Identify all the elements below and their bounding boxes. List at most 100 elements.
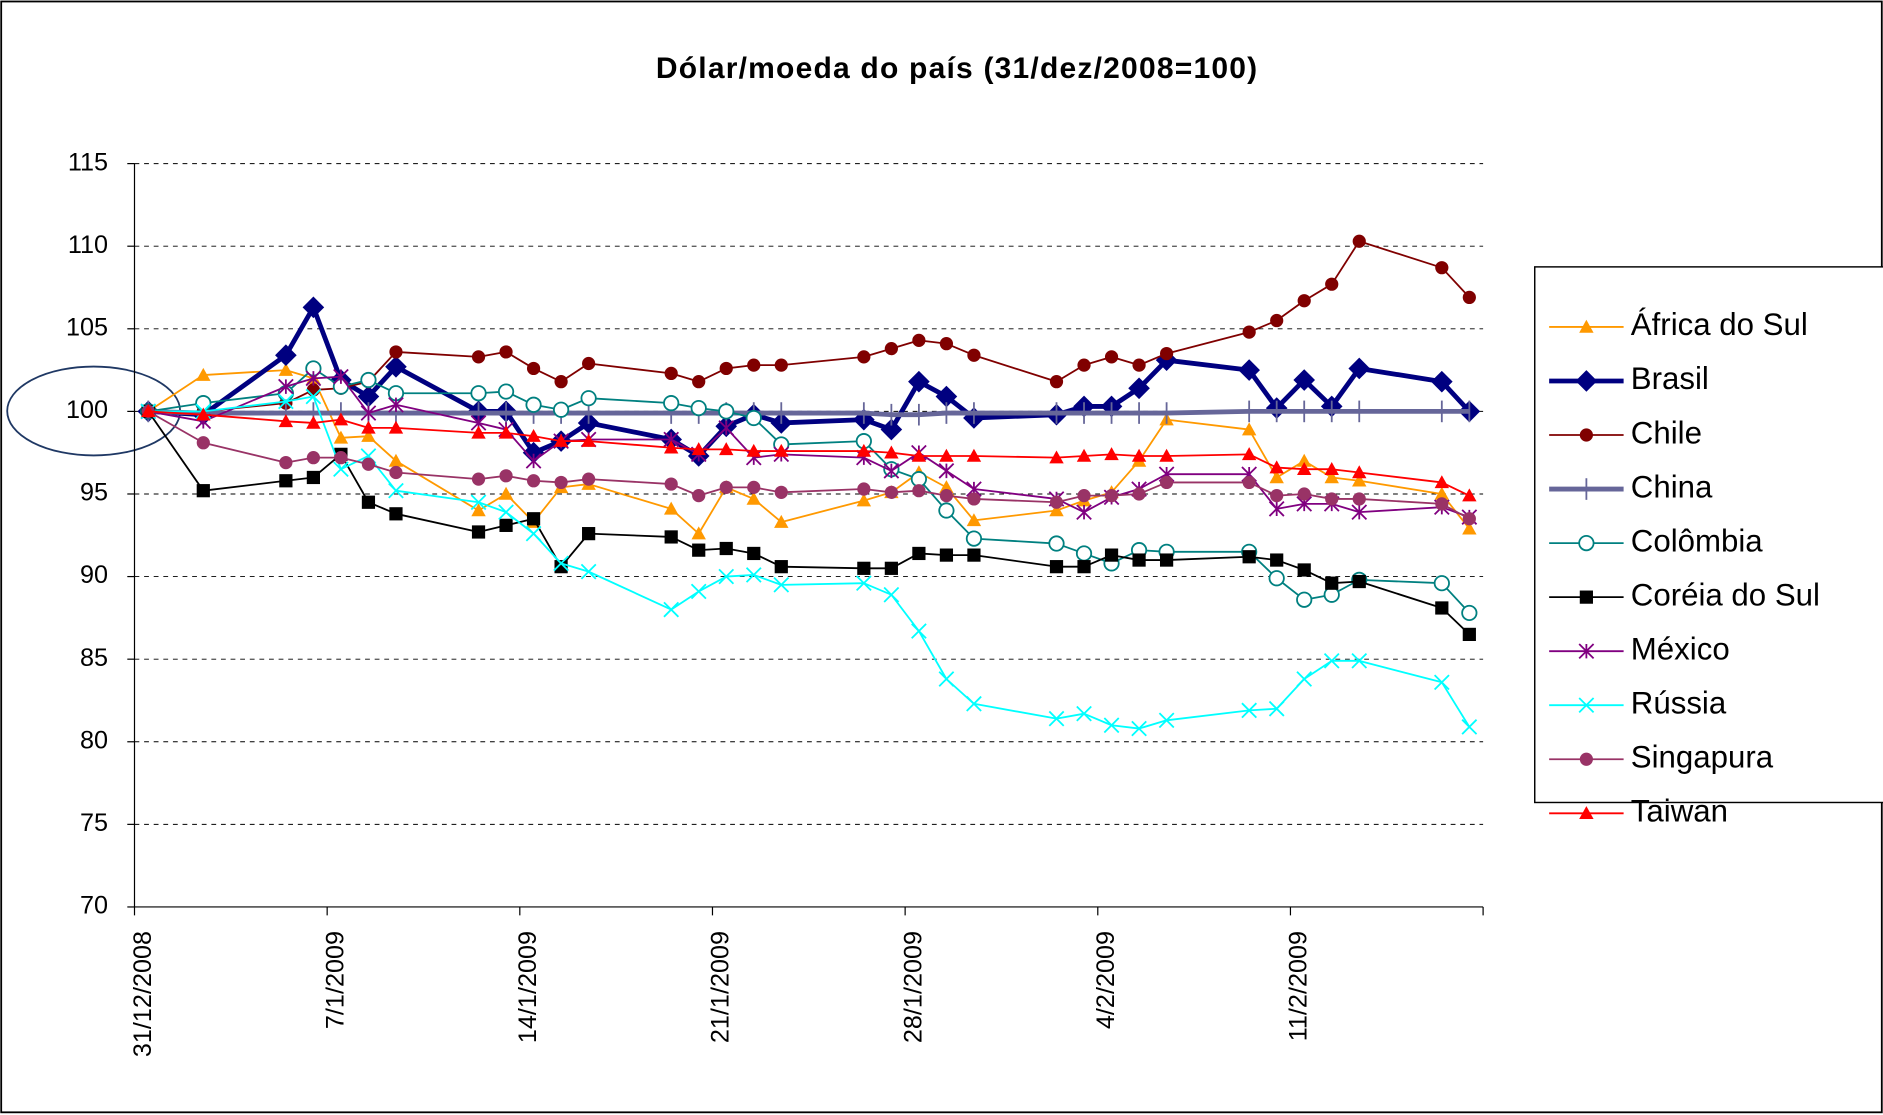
marker <box>664 366 678 381</box>
marker <box>1575 370 1598 392</box>
marker <box>1579 752 1593 766</box>
marker <box>1352 473 1367 487</box>
marker <box>525 525 542 542</box>
marker <box>1433 674 1450 691</box>
legend-label: China <box>1631 469 1713 504</box>
marker <box>718 568 735 585</box>
marker <box>333 368 349 385</box>
marker <box>939 337 954 351</box>
marker <box>663 501 679 515</box>
marker <box>692 375 706 389</box>
marker <box>1104 548 1119 562</box>
marker <box>1435 497 1449 511</box>
marker <box>388 396 404 413</box>
marker <box>1159 475 1174 490</box>
marker <box>1348 357 1371 380</box>
marker <box>1297 462 1312 475</box>
marker <box>471 503 486 517</box>
marker <box>719 541 733 556</box>
marker <box>470 385 487 402</box>
marker <box>275 344 297 367</box>
legend-label: México <box>1631 631 1730 666</box>
marker <box>470 494 487 511</box>
marker <box>1242 325 1256 339</box>
x-tick-label: 31/12/2008 <box>129 931 157 1057</box>
marker <box>939 448 954 462</box>
marker <box>1434 486 1450 500</box>
marker <box>1462 521 1477 535</box>
marker <box>747 480 761 494</box>
y-tick-label: 115 <box>68 148 108 176</box>
marker <box>196 436 210 450</box>
y-tick-label: 100 <box>66 396 108 424</box>
marker <box>361 457 376 471</box>
marker <box>857 561 871 575</box>
marker <box>939 480 954 494</box>
marker <box>1131 720 1147 737</box>
marker <box>582 527 596 541</box>
marker <box>912 484 926 498</box>
x-tick-label: 28/1/2009 <box>899 931 927 1043</box>
marker <box>1461 604 1478 622</box>
marker <box>1269 470 1284 484</box>
marker <box>1132 358 1146 372</box>
marker <box>1435 601 1449 615</box>
series <box>141 404 1477 502</box>
marker <box>389 465 403 480</box>
marker <box>554 560 568 574</box>
marker <box>305 388 322 405</box>
marker <box>333 412 349 426</box>
marker <box>718 420 735 436</box>
marker <box>1159 553 1174 567</box>
marker <box>525 453 542 469</box>
marker <box>1075 545 1093 562</box>
marker <box>580 390 597 407</box>
marker <box>305 370 322 387</box>
y-tick-label: 85 <box>80 644 108 672</box>
series-line <box>148 395 1471 730</box>
marker <box>1077 489 1091 503</box>
marker <box>1325 277 1339 291</box>
marker <box>1104 489 1119 503</box>
marker <box>967 348 981 362</box>
x-tick-label: 4/2/2009 <box>1092 931 1120 1029</box>
marker <box>774 514 789 528</box>
marker <box>1433 575 1450 592</box>
marker <box>1159 448 1174 462</box>
series-line <box>147 410 1470 520</box>
marker <box>773 576 790 593</box>
marker <box>471 472 486 486</box>
marker <box>361 495 376 509</box>
marker <box>747 546 761 561</box>
marker <box>1241 702 1257 719</box>
marker <box>1158 712 1175 729</box>
marker <box>967 492 981 506</box>
marker <box>1296 591 1313 608</box>
marker <box>498 504 514 520</box>
series-line <box>148 375 1470 518</box>
marker <box>1578 534 1595 552</box>
marker <box>389 345 403 359</box>
marker <box>1578 643 1595 660</box>
marker <box>526 512 541 526</box>
marker <box>497 383 515 400</box>
marker <box>554 375 568 389</box>
marker <box>967 548 981 562</box>
series-line <box>147 410 1470 636</box>
marker <box>499 518 513 532</box>
marker <box>196 484 210 498</box>
marker <box>1104 447 1119 461</box>
marker <box>1077 358 1091 372</box>
marker <box>938 671 955 687</box>
marker <box>360 371 377 389</box>
marker <box>1077 560 1091 574</box>
marker <box>388 482 404 499</box>
marker <box>1270 553 1284 567</box>
marker <box>1238 359 1260 381</box>
marker <box>388 420 404 434</box>
marker <box>1293 369 1316 391</box>
marker <box>966 448 982 462</box>
marker <box>553 555 569 572</box>
marker <box>691 526 706 540</box>
marker <box>554 475 568 490</box>
